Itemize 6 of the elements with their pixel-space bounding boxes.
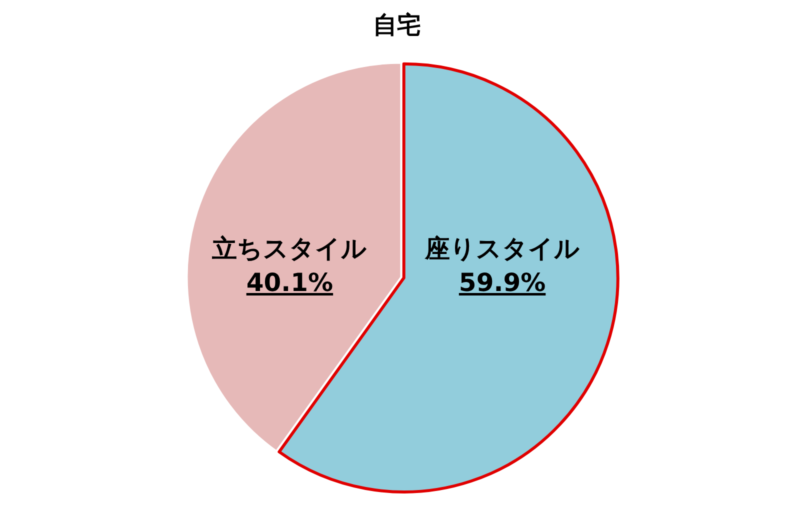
slice-label: 座りスタイル — [424, 234, 580, 263]
data-label: 40.1% — [246, 268, 334, 297]
pie-slice — [186, 62, 402, 452]
slice-label: 立ちスタイル — [211, 234, 368, 263]
data-label: 59.9% — [458, 268, 546, 297]
chart-title: 自宅 — [373, 11, 421, 39]
